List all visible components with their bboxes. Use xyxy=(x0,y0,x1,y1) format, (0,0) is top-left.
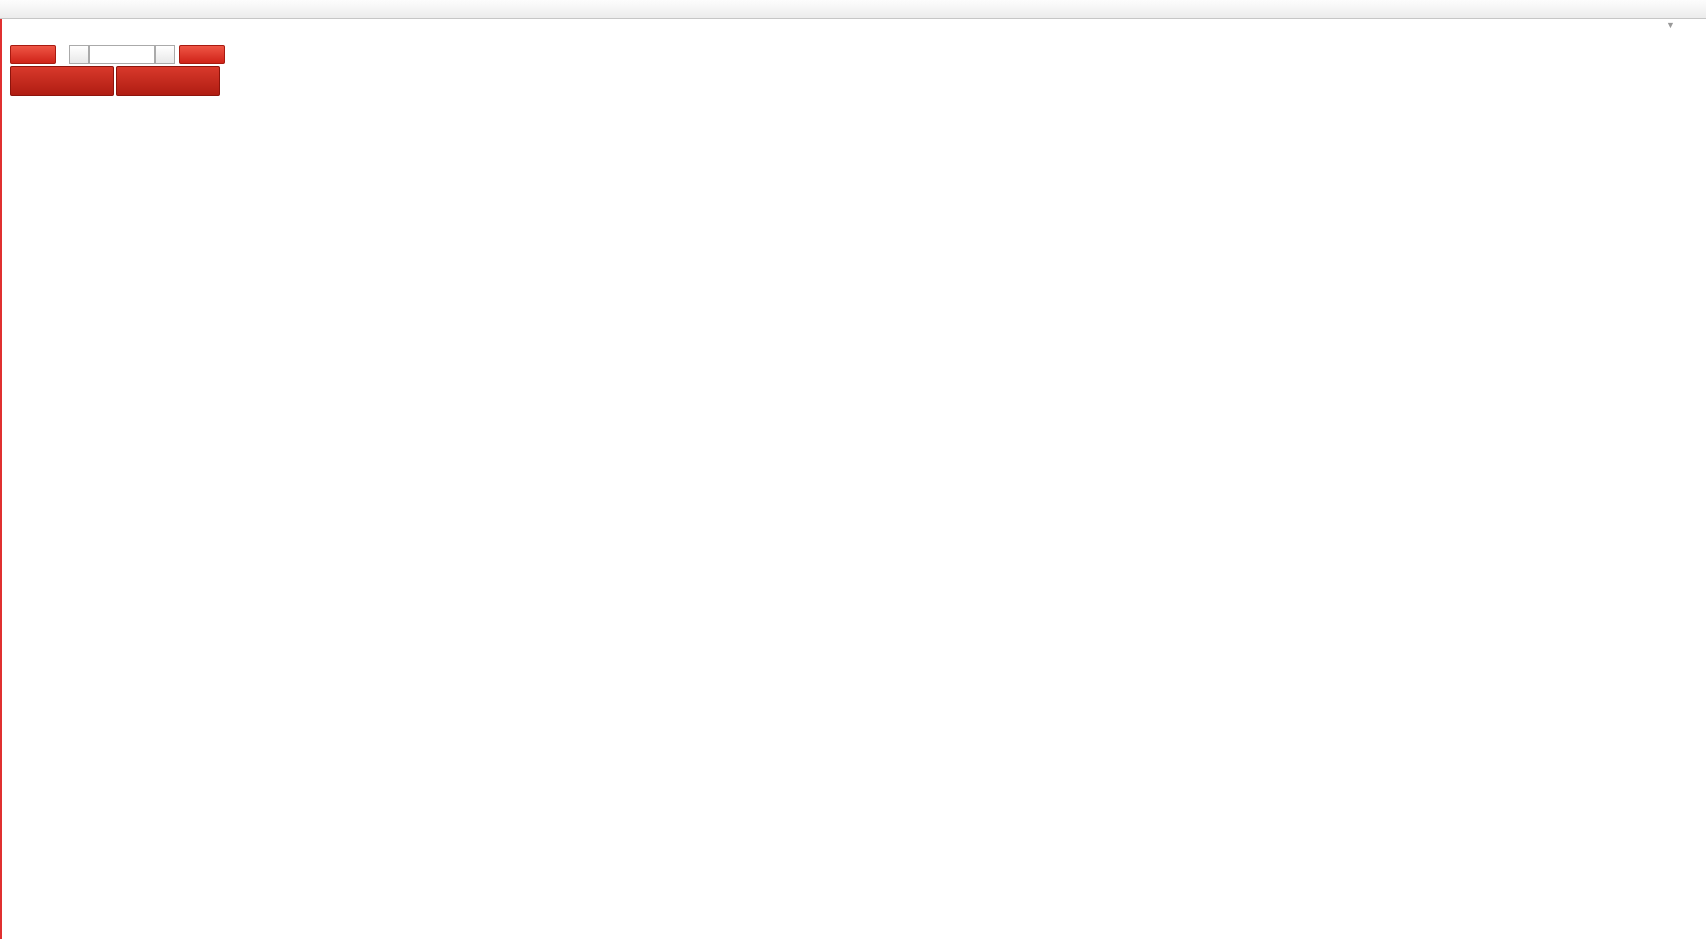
sell-button[interactable] xyxy=(10,45,56,64)
volume-decrease-button[interactable] xyxy=(69,45,89,64)
volume-increase-button[interactable] xyxy=(155,45,175,64)
chart-window-border xyxy=(0,19,2,939)
sell-price-display[interactable] xyxy=(10,66,114,96)
chart-shift-marker[interactable]: ▼ xyxy=(1666,20,1675,30)
buy-price-display[interactable] xyxy=(116,66,220,96)
buy-button[interactable] xyxy=(179,45,225,64)
one-click-trading-panel xyxy=(10,45,225,96)
main-toolbar xyxy=(0,0,1706,19)
chart-title xyxy=(10,25,14,37)
volume-input[interactable] xyxy=(89,45,155,64)
